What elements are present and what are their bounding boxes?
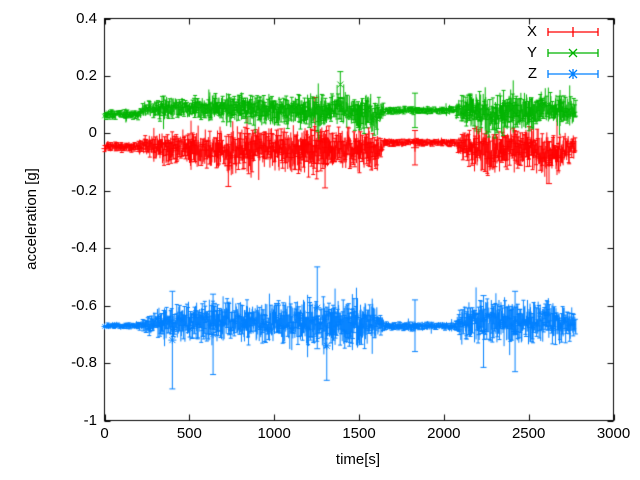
- y-tick-label: -0.8: [71, 354, 97, 372]
- x-tick-label: 1500: [342, 425, 376, 442]
- y-tick-label: -0.4: [71, 239, 97, 257]
- errorbar-sample-icon: [547, 48, 599, 58]
- errorbar-sample-icon: [547, 27, 599, 37]
- y-tick-label: 0.4: [76, 9, 97, 27]
- legend-entry-z: Z: [470, 64, 600, 84]
- x-tick-label: 3000: [596, 425, 631, 442]
- y-tick-label: 0: [88, 124, 97, 142]
- y-tick-label: -0.2: [71, 181, 97, 199]
- y-axis-title: acceleration [g]: [23, 168, 40, 270]
- errorbar-sample-icon: [547, 69, 599, 79]
- x-axis-title: time[s]: [335, 451, 381, 468]
- x-tick-label: 2000: [427, 425, 461, 442]
- x-tick-label: 500: [176, 425, 202, 442]
- y-tick-label: -0.6: [71, 296, 97, 314]
- legend-label: Z: [527, 65, 537, 82]
- y-tick-label: 0.2: [76, 66, 97, 84]
- legend-entry-x: X: [470, 22, 600, 42]
- y-tick-label: -1: [83, 411, 97, 429]
- x-tick-label: 1000: [257, 425, 291, 442]
- x-tick-label: 0: [100, 425, 109, 442]
- legend-label: Y: [526, 44, 537, 61]
- x-tick-label: 2500: [511, 425, 546, 442]
- legend-entry-y: Y: [470, 43, 600, 63]
- legend-label: X: [526, 23, 537, 40]
